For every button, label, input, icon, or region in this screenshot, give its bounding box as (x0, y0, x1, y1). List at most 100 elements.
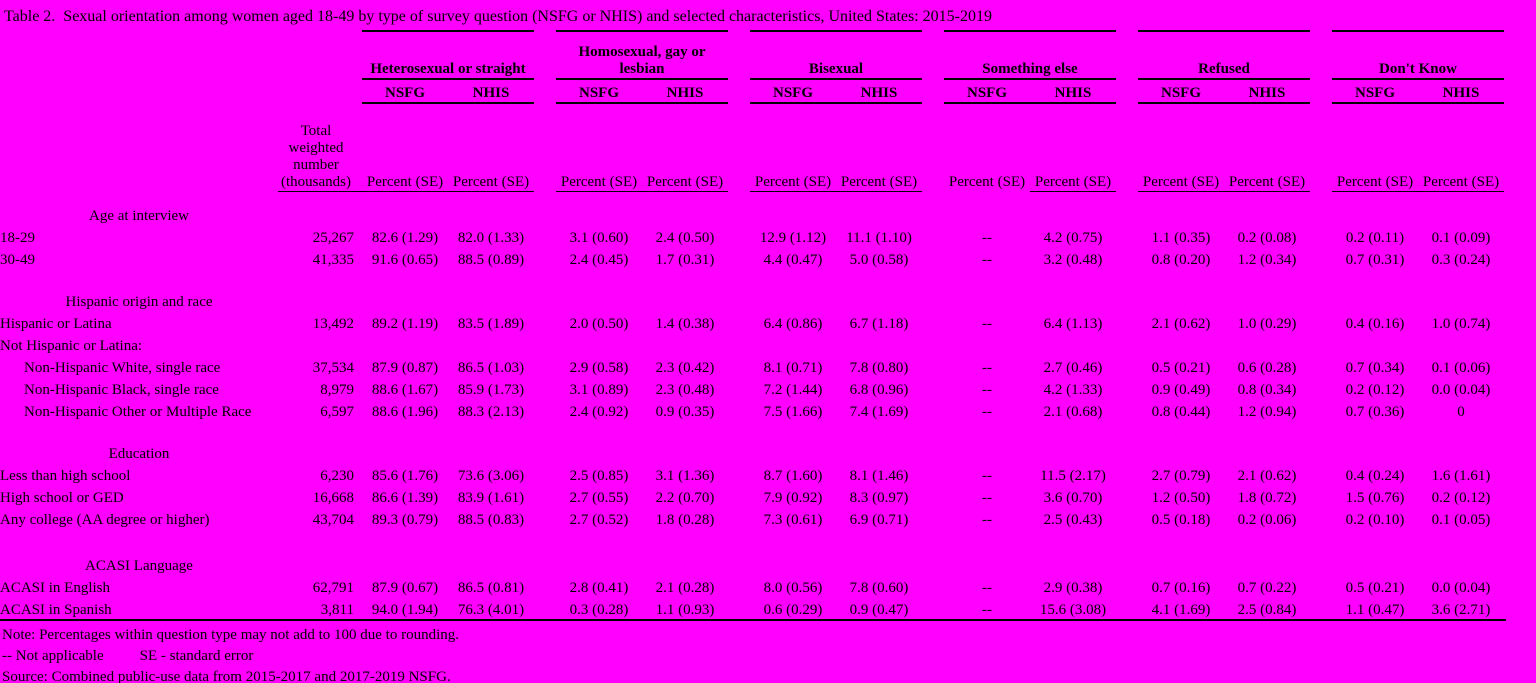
percent-se-value: 89.2 (1.19) (371, 316, 439, 332)
percent-se-value: 4.4 (0.47) (763, 252, 823, 268)
percent-se-value (642, 333, 728, 355)
percent-se-header: Percent (SE) (836, 103, 922, 192)
total-weighted-number-value: 13,492 (312, 316, 354, 332)
percent-se-value: -- (982, 382, 992, 398)
percent-se-value: 94.0 (1.94) (371, 602, 439, 618)
percent-se-value (448, 333, 534, 355)
total-weighted-number-value: 8,979 (320, 382, 354, 398)
percent-se-value: 3.2 (0.48) (1043, 252, 1103, 268)
footnotes: Note: Percentages within question type m… (0, 621, 1536, 683)
percent-se-value: 6.7 (1.18) (849, 316, 909, 332)
percent-se-value: 0.3 (0.28) (569, 602, 629, 618)
total-weighted-number-value: 41,335 (312, 252, 354, 268)
percent-se-value: 0.8 (0.20) (1151, 252, 1211, 268)
percent-se-value: 4.1 (1.69) (1151, 602, 1211, 618)
percent-se-value: 6.4 (0.86) (763, 316, 823, 332)
percent-se-value: 91.6 (0.65) (371, 252, 439, 268)
total-weighted-number-value: 6,597 (320, 404, 354, 420)
row-label: ACASI in Spanish (0, 602, 112, 618)
section-header: ACASI Language (85, 558, 193, 574)
percent-se-value: 0.7 (0.31) (1345, 252, 1405, 268)
percent-se-value: 7.8 (0.60) (849, 580, 909, 596)
percent-se-value: 0.2 (0.08) (1237, 230, 1297, 246)
percent-se-value: 82.0 (1.33) (457, 230, 525, 246)
percent-se-value (1224, 333, 1310, 355)
section-header: Education (108, 446, 170, 462)
column-group-header-row: Heterosexual or straight Homosexual, gay… (0, 30, 1504, 80)
section-header: Hispanic origin and race (65, 294, 213, 310)
percent-se-value: 82.6 (1.29) (371, 230, 439, 246)
percent-se-value: 0.2 (0.10) (1345, 512, 1405, 528)
percent-se-value: 1.0 (0.29) (1237, 316, 1297, 332)
percent-se-value: 7.8 (0.80) (849, 360, 909, 376)
percent-se-value: 2.7 (0.79) (1151, 468, 1211, 484)
percent-se-value: 88.6 (1.96) (371, 404, 439, 420)
percent-se-value: 11.1 (1.10) (846, 230, 912, 246)
percent-se-value: 73.6 (3.06) (457, 468, 525, 484)
survey-label-nhis: NHIS (448, 79, 534, 104)
percent-se-value: 6.4 (1.13) (1043, 316, 1103, 332)
percent-se-value: 0 (1457, 404, 1465, 420)
percent-se-value: 7.4 (1.69) (849, 404, 909, 420)
total-weighted-number-header: Total weighted number (thousands) (278, 103, 354, 192)
percent-se-value: 2.1 (0.28) (655, 580, 715, 596)
percent-se-value: 2.3 (0.42) (655, 360, 715, 376)
percent-se-value: 0.5 (0.21) (1151, 360, 1211, 376)
total-weighted-number-value: 43,704 (312, 512, 354, 528)
percent-se-value: 83.5 (1.89) (457, 316, 525, 332)
percent-se-value: 1.4 (0.38) (655, 316, 715, 332)
percent-se-value: 88.6 (1.67) (371, 382, 439, 398)
percent-se-value: 0.6 (0.28) (1237, 360, 1297, 376)
percent-se-value: 0.4 (0.24) (1345, 468, 1405, 484)
row-label: Non-Hispanic White, single race (24, 360, 221, 376)
percent-se-value: -- (982, 468, 992, 484)
percent-se-value: 0.1 (0.09) (1431, 230, 1491, 246)
percent-se-value: 1.2 (0.94) (1237, 404, 1297, 420)
percent-se-value: 6.9 (0.71) (849, 512, 909, 528)
percent-se-value: -- (982, 252, 992, 268)
percent-se-value: 2.3 (0.48) (655, 382, 715, 398)
percent-se-value: 0.3 (0.24) (1431, 252, 1491, 268)
percent-se-value: 11.5 (2.17) (1040, 468, 1106, 484)
table-row: Non-Hispanic White, single race 37,534 87.… (0, 355, 1504, 377)
rounding-note: Note: Percentages within question type m… (2, 627, 460, 643)
percent-se-value: 7.2 (1.44) (763, 382, 823, 398)
percent-se-value: 2.0 (0.50) (569, 316, 629, 332)
table-row: High school or GED 16,668 86.6 (1.39) 83.9 … (0, 485, 1504, 507)
column-group-bisexual: Bisexual (750, 30, 922, 80)
percent-se-value: 2.4 (0.92) (569, 404, 629, 420)
measure-header-row: Total weighted number (thousands) Percen… (0, 103, 1504, 192)
section-header: Age at interview (89, 208, 189, 224)
percent-se-value: 2.8 (0.41) (569, 580, 629, 596)
survey-label-nhis: NHIS (1030, 79, 1116, 104)
percent-se-value: 0.0 (0.04) (1431, 382, 1491, 398)
percent-se-value: 1.1 (0.93) (655, 602, 715, 618)
percent-se-value: 0.9 (0.49) (1151, 382, 1211, 398)
table-row: Less than high school 6,230 85.6 (1.76) 73.… (0, 463, 1504, 485)
column-group-dont-know: Don't Know (1332, 30, 1504, 80)
column-group-something-else: Something else (944, 30, 1116, 80)
percent-se-value: 8.1 (0.71) (763, 360, 823, 376)
percent-se-value: 3.6 (0.70) (1043, 490, 1103, 506)
percent-se-value: 86.6 (1.39) (371, 490, 439, 506)
section-header-row: Education (0, 421, 1504, 463)
percent-se-header: Percent (SE) (362, 103, 448, 192)
row-label: 30-49 (0, 252, 35, 268)
percent-se-header: Percent (SE) (642, 103, 728, 192)
percent-se-value: 8.0 (0.56) (763, 580, 823, 596)
survey-label-nsfg: NSFG (944, 79, 1030, 104)
percent-se-value: 2.1 (0.68) (1043, 404, 1103, 420)
percent-se-value: 85.9 (1.73) (457, 382, 525, 398)
percent-se-value: -- (982, 512, 992, 528)
percent-se-value: 0.2 (0.12) (1431, 490, 1491, 506)
table-row: 18-29 25,267 82.6 (1.29) 82.0 (1.33) 3.1 (0.… (0, 225, 1504, 247)
total-weighted-number-value: 6,230 (320, 468, 354, 484)
percent-se-header: Percent (SE) (448, 103, 534, 192)
column-group-refused: Refused (1138, 30, 1310, 80)
percent-se-value (836, 333, 922, 355)
percent-se-value: 0.2 (0.12) (1345, 382, 1405, 398)
percent-se-value (362, 333, 448, 355)
row-label: Non-Hispanic Black, single race (24, 382, 219, 398)
percent-se-value: 0.5 (0.21) (1345, 580, 1405, 596)
percent-se-value: 86.5 (0.81) (457, 580, 525, 596)
